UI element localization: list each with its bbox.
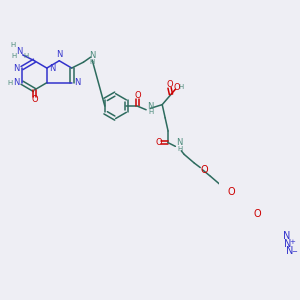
- Text: N: N: [286, 246, 293, 256]
- Text: O: O: [254, 209, 261, 219]
- Text: H: H: [148, 109, 153, 115]
- Text: O: O: [166, 80, 173, 89]
- Text: H: H: [90, 59, 95, 65]
- Text: N: N: [283, 231, 290, 241]
- Text: H: H: [11, 52, 16, 59]
- Text: N: N: [177, 138, 183, 147]
- Text: O: O: [173, 82, 180, 91]
- Text: N: N: [13, 64, 19, 73]
- Text: N: N: [56, 50, 62, 59]
- Text: N: N: [50, 64, 56, 73]
- Text: H: H: [11, 42, 16, 48]
- Text: H: H: [178, 84, 184, 90]
- Text: N: N: [74, 78, 81, 87]
- Text: N: N: [284, 238, 292, 249]
- Text: O: O: [31, 95, 38, 104]
- Text: H: H: [23, 52, 28, 59]
- Text: N: N: [89, 51, 95, 60]
- Text: O: O: [155, 138, 162, 147]
- Text: O: O: [134, 92, 141, 100]
- Text: N: N: [147, 102, 154, 111]
- Text: H: H: [177, 146, 182, 152]
- Text: H: H: [8, 80, 13, 86]
- Text: −: −: [291, 249, 297, 255]
- Text: N: N: [16, 47, 23, 56]
- Text: O: O: [227, 187, 235, 197]
- Text: +: +: [290, 239, 296, 245]
- Text: N: N: [13, 78, 19, 87]
- Text: O: O: [201, 165, 208, 175]
